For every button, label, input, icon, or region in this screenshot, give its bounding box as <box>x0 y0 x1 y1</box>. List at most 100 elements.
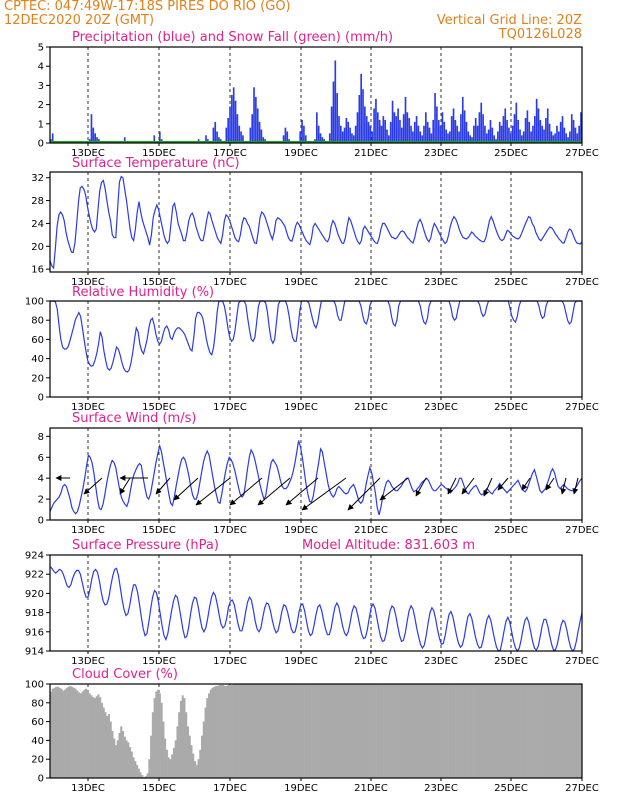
cloud-bar <box>543 684 546 778</box>
precip-bar <box>299 131 302 143</box>
precip-bar <box>526 110 529 143</box>
precip-bar <box>570 114 573 143</box>
precip-bar <box>158 131 161 143</box>
wind-title: Surface Wind (m/s) <box>72 411 196 426</box>
cloud-bar <box>450 684 453 778</box>
precip-bar <box>493 135 495 143</box>
precip-bar <box>367 121 370 143</box>
cloud-bar <box>473 684 476 778</box>
precip-bar <box>545 118 547 143</box>
cloud-bar <box>139 772 142 778</box>
cloud-bar <box>462 684 465 778</box>
precip-bar <box>373 108 375 143</box>
precip-bar <box>463 110 466 143</box>
y-tick-label: 0 <box>38 516 44 527</box>
x-tick-label: 27DEC <box>565 783 599 794</box>
cloud-bar <box>269 684 272 778</box>
cloud-bar <box>230 684 233 778</box>
cloud-bar <box>309 684 312 778</box>
cloud-bar <box>93 698 96 778</box>
precip-bar <box>94 133 96 143</box>
cloud-bar <box>294 684 297 778</box>
x-tick-label: 23DEC <box>424 525 458 536</box>
x-tick-label: 15DEC <box>142 525 176 536</box>
wind-arrow <box>415 477 427 497</box>
cloud-bar <box>485 684 488 778</box>
precip-bar <box>389 121 392 143</box>
precip-bar <box>565 133 568 143</box>
precip-bar <box>242 135 244 143</box>
cloud-bar <box>569 684 572 778</box>
cloud-bar <box>290 684 293 778</box>
precip-bar <box>360 73 362 143</box>
precip-bar <box>541 125 544 143</box>
cloud-bar <box>199 749 202 778</box>
x-tick-label: 25DEC <box>494 525 528 536</box>
pressure-plot: 914 916 918 920 922 924 13DEC 15DEC 17DEC 19DEC 21… <box>25 551 599 668</box>
cloud-bar <box>511 684 514 778</box>
cloud-bar <box>541 684 544 778</box>
cloud-bar <box>415 684 418 778</box>
wind-arrow <box>285 477 319 506</box>
precip-bar <box>399 119 401 143</box>
cloud-bar <box>351 684 355 778</box>
cloud-bar <box>107 714 110 778</box>
cloud-bar <box>360 684 363 778</box>
x-tick-label: 25DEC <box>494 656 528 667</box>
cloud-bar <box>471 684 474 778</box>
cloud-bar <box>276 684 279 778</box>
precip-bar <box>530 131 532 143</box>
cloud-bar <box>474 684 477 778</box>
wind-arrow <box>497 477 509 491</box>
cloud-bar <box>355 684 358 778</box>
cloud-bar <box>202 721 205 778</box>
cloud-bar <box>448 684 451 778</box>
precip-bar <box>380 125 383 143</box>
cloud-bar <box>364 684 367 778</box>
cloud-bar <box>272 684 276 778</box>
cloud-bar <box>185 712 188 778</box>
cloud-bar <box>251 684 254 778</box>
precip-bar <box>395 116 398 143</box>
cloud-bar <box>67 686 70 778</box>
y-tick-label: 3 <box>38 81 44 92</box>
cloud-plot: 0 20 40 60 80 100 13DEC 15DEC 17DEC 19DEC 21DEC 23D… <box>25 680 599 795</box>
cloud-bar <box>90 695 93 778</box>
cloud-bar <box>285 684 288 778</box>
cloud-bar <box>64 689 67 778</box>
cloud-bar <box>559 684 562 778</box>
precip-bar <box>460 114 462 143</box>
cloud-bar <box>555 684 558 778</box>
precip-bar <box>528 121 531 143</box>
cloud-bar <box>165 749 168 778</box>
cloud-bar <box>399 684 402 778</box>
cloud-bar <box>278 684 281 778</box>
cloud-bar <box>241 684 244 778</box>
cloud-bar <box>144 776 147 778</box>
x-tick-label: 27DEC <box>565 656 599 667</box>
precip-bar <box>515 102 518 143</box>
precip-bar <box>369 125 372 143</box>
cloud-bar <box>176 726 179 778</box>
cloud-bar <box>316 684 319 778</box>
cloud-bar <box>150 735 153 778</box>
precip-bar <box>445 129 447 143</box>
cloud-bar <box>369 684 372 778</box>
cloud-bar <box>525 684 528 778</box>
cloud-bar <box>515 684 518 778</box>
cloud-bar <box>553 684 556 778</box>
precip-bar <box>227 118 229 143</box>
cloud-bar <box>392 684 395 778</box>
cloud-bar <box>127 742 130 778</box>
precip-bar <box>424 112 427 143</box>
cloud-bar <box>545 684 548 778</box>
precip-bar <box>351 133 353 143</box>
precip-bar <box>303 125 305 143</box>
cloud-bar <box>453 684 456 778</box>
cloud-bar <box>441 684 444 778</box>
wind-arrow <box>545 477 555 491</box>
precip-bar <box>508 127 510 143</box>
precip-bar <box>552 135 555 143</box>
cloud-bar <box>71 686 74 778</box>
cloud-bar <box>434 684 437 778</box>
